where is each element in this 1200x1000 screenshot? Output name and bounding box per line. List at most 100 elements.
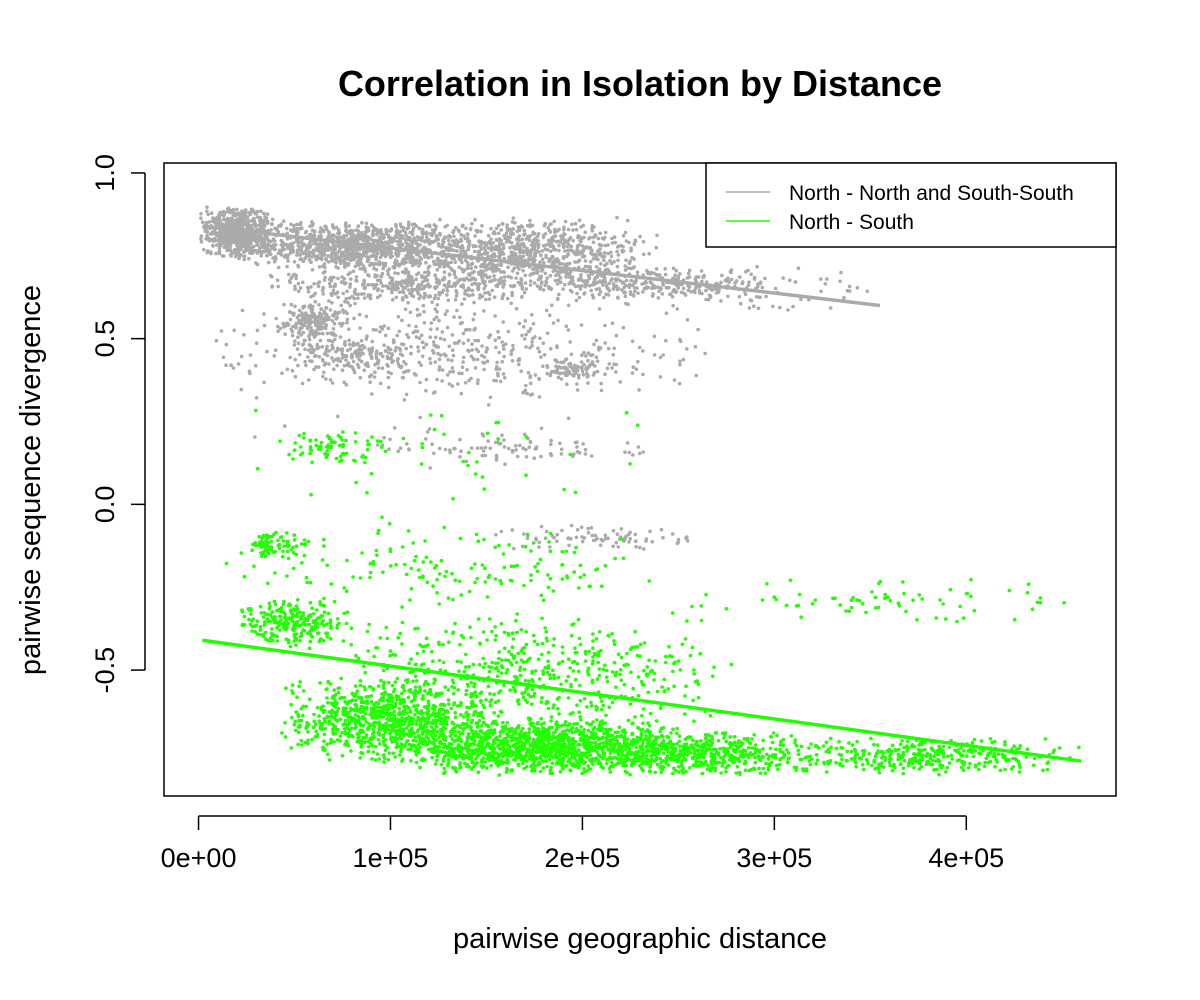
data-point (566, 536, 571, 540)
data-point (570, 290, 574, 294)
data-point (400, 318, 404, 323)
data-point (295, 238, 299, 243)
data-point (539, 281, 544, 286)
data-point (371, 253, 375, 258)
data-point (448, 448, 452, 453)
data-point (539, 426, 544, 431)
data-point (589, 288, 593, 293)
data-point (299, 247, 304, 252)
data-point (591, 762, 595, 767)
data-point (370, 356, 374, 361)
data-point (221, 237, 225, 242)
data-point (371, 229, 375, 234)
data-point (618, 380, 623, 384)
data-point (380, 289, 384, 293)
data-point (480, 353, 484, 358)
data-point (367, 274, 371, 278)
data-point (510, 290, 514, 295)
data-point (199, 237, 203, 241)
data-point (541, 341, 546, 346)
data-point (219, 329, 224, 333)
data-point (242, 241, 247, 245)
data-point (325, 331, 330, 336)
data-point (366, 235, 370, 240)
data-point (292, 223, 296, 228)
data-point (499, 270, 503, 274)
data-point (418, 415, 423, 420)
data-point (396, 362, 401, 366)
data-point (520, 295, 524, 299)
data-point (309, 307, 314, 312)
data-point (485, 766, 489, 770)
data-point (588, 283, 592, 288)
data-point (590, 226, 594, 231)
data-point (693, 344, 698, 349)
data-point (420, 354, 425, 359)
data-point (396, 253, 400, 258)
data-point (417, 264, 421, 268)
data-point (455, 249, 459, 253)
data-point (460, 320, 464, 325)
data-point (641, 239, 646, 244)
data-point (264, 217, 268, 222)
data-point (747, 306, 752, 310)
data-point (296, 281, 301, 286)
data-point (359, 236, 364, 241)
data-point (561, 287, 565, 291)
data-point (224, 240, 229, 244)
data-point (689, 289, 693, 294)
data-point (424, 235, 429, 239)
data-point (505, 223, 510, 227)
data-point (418, 243, 422, 247)
data-point (511, 343, 515, 348)
data-point (535, 284, 540, 288)
data-point (597, 286, 601, 291)
data-point (397, 290, 402, 295)
data-point (508, 246, 512, 250)
data-point (319, 226, 323, 230)
data-point (204, 220, 209, 225)
data-point (576, 234, 581, 238)
data-point (438, 231, 442, 236)
data-point (472, 357, 476, 362)
data-point (305, 285, 310, 290)
data-point (549, 369, 554, 374)
data-point (509, 301, 513, 306)
data-point (298, 222, 303, 227)
data-point (568, 361, 573, 366)
data-point (616, 296, 620, 300)
data-point (475, 446, 480, 450)
data-point (476, 378, 480, 382)
data-point (493, 314, 497, 318)
data-point (428, 466, 433, 470)
data-point (547, 258, 552, 263)
data-point (408, 238, 413, 243)
data-point (655, 285, 660, 290)
data-point (300, 322, 305, 327)
data-point (540, 249, 544, 253)
data-point (511, 254, 516, 259)
data-point (528, 218, 532, 223)
data-point (228, 218, 232, 222)
data-point (552, 219, 556, 224)
data-point (596, 236, 601, 241)
data-point (313, 300, 318, 304)
data-point (418, 236, 423, 240)
data-point (501, 222, 505, 226)
data-point (375, 443, 380, 447)
data-point (441, 239, 445, 244)
data-point (466, 232, 470, 237)
data-point (211, 216, 215, 220)
data-point (382, 343, 386, 348)
data-point (470, 271, 474, 275)
data-point (580, 369, 585, 374)
data-point (571, 239, 575, 243)
data-point (567, 275, 572, 279)
data-point (450, 243, 454, 248)
data-point (320, 331, 325, 336)
data-point (235, 207, 239, 212)
data-point (574, 535, 579, 540)
data-point (488, 242, 493, 246)
data-point (451, 353, 456, 358)
data-point (312, 252, 316, 257)
